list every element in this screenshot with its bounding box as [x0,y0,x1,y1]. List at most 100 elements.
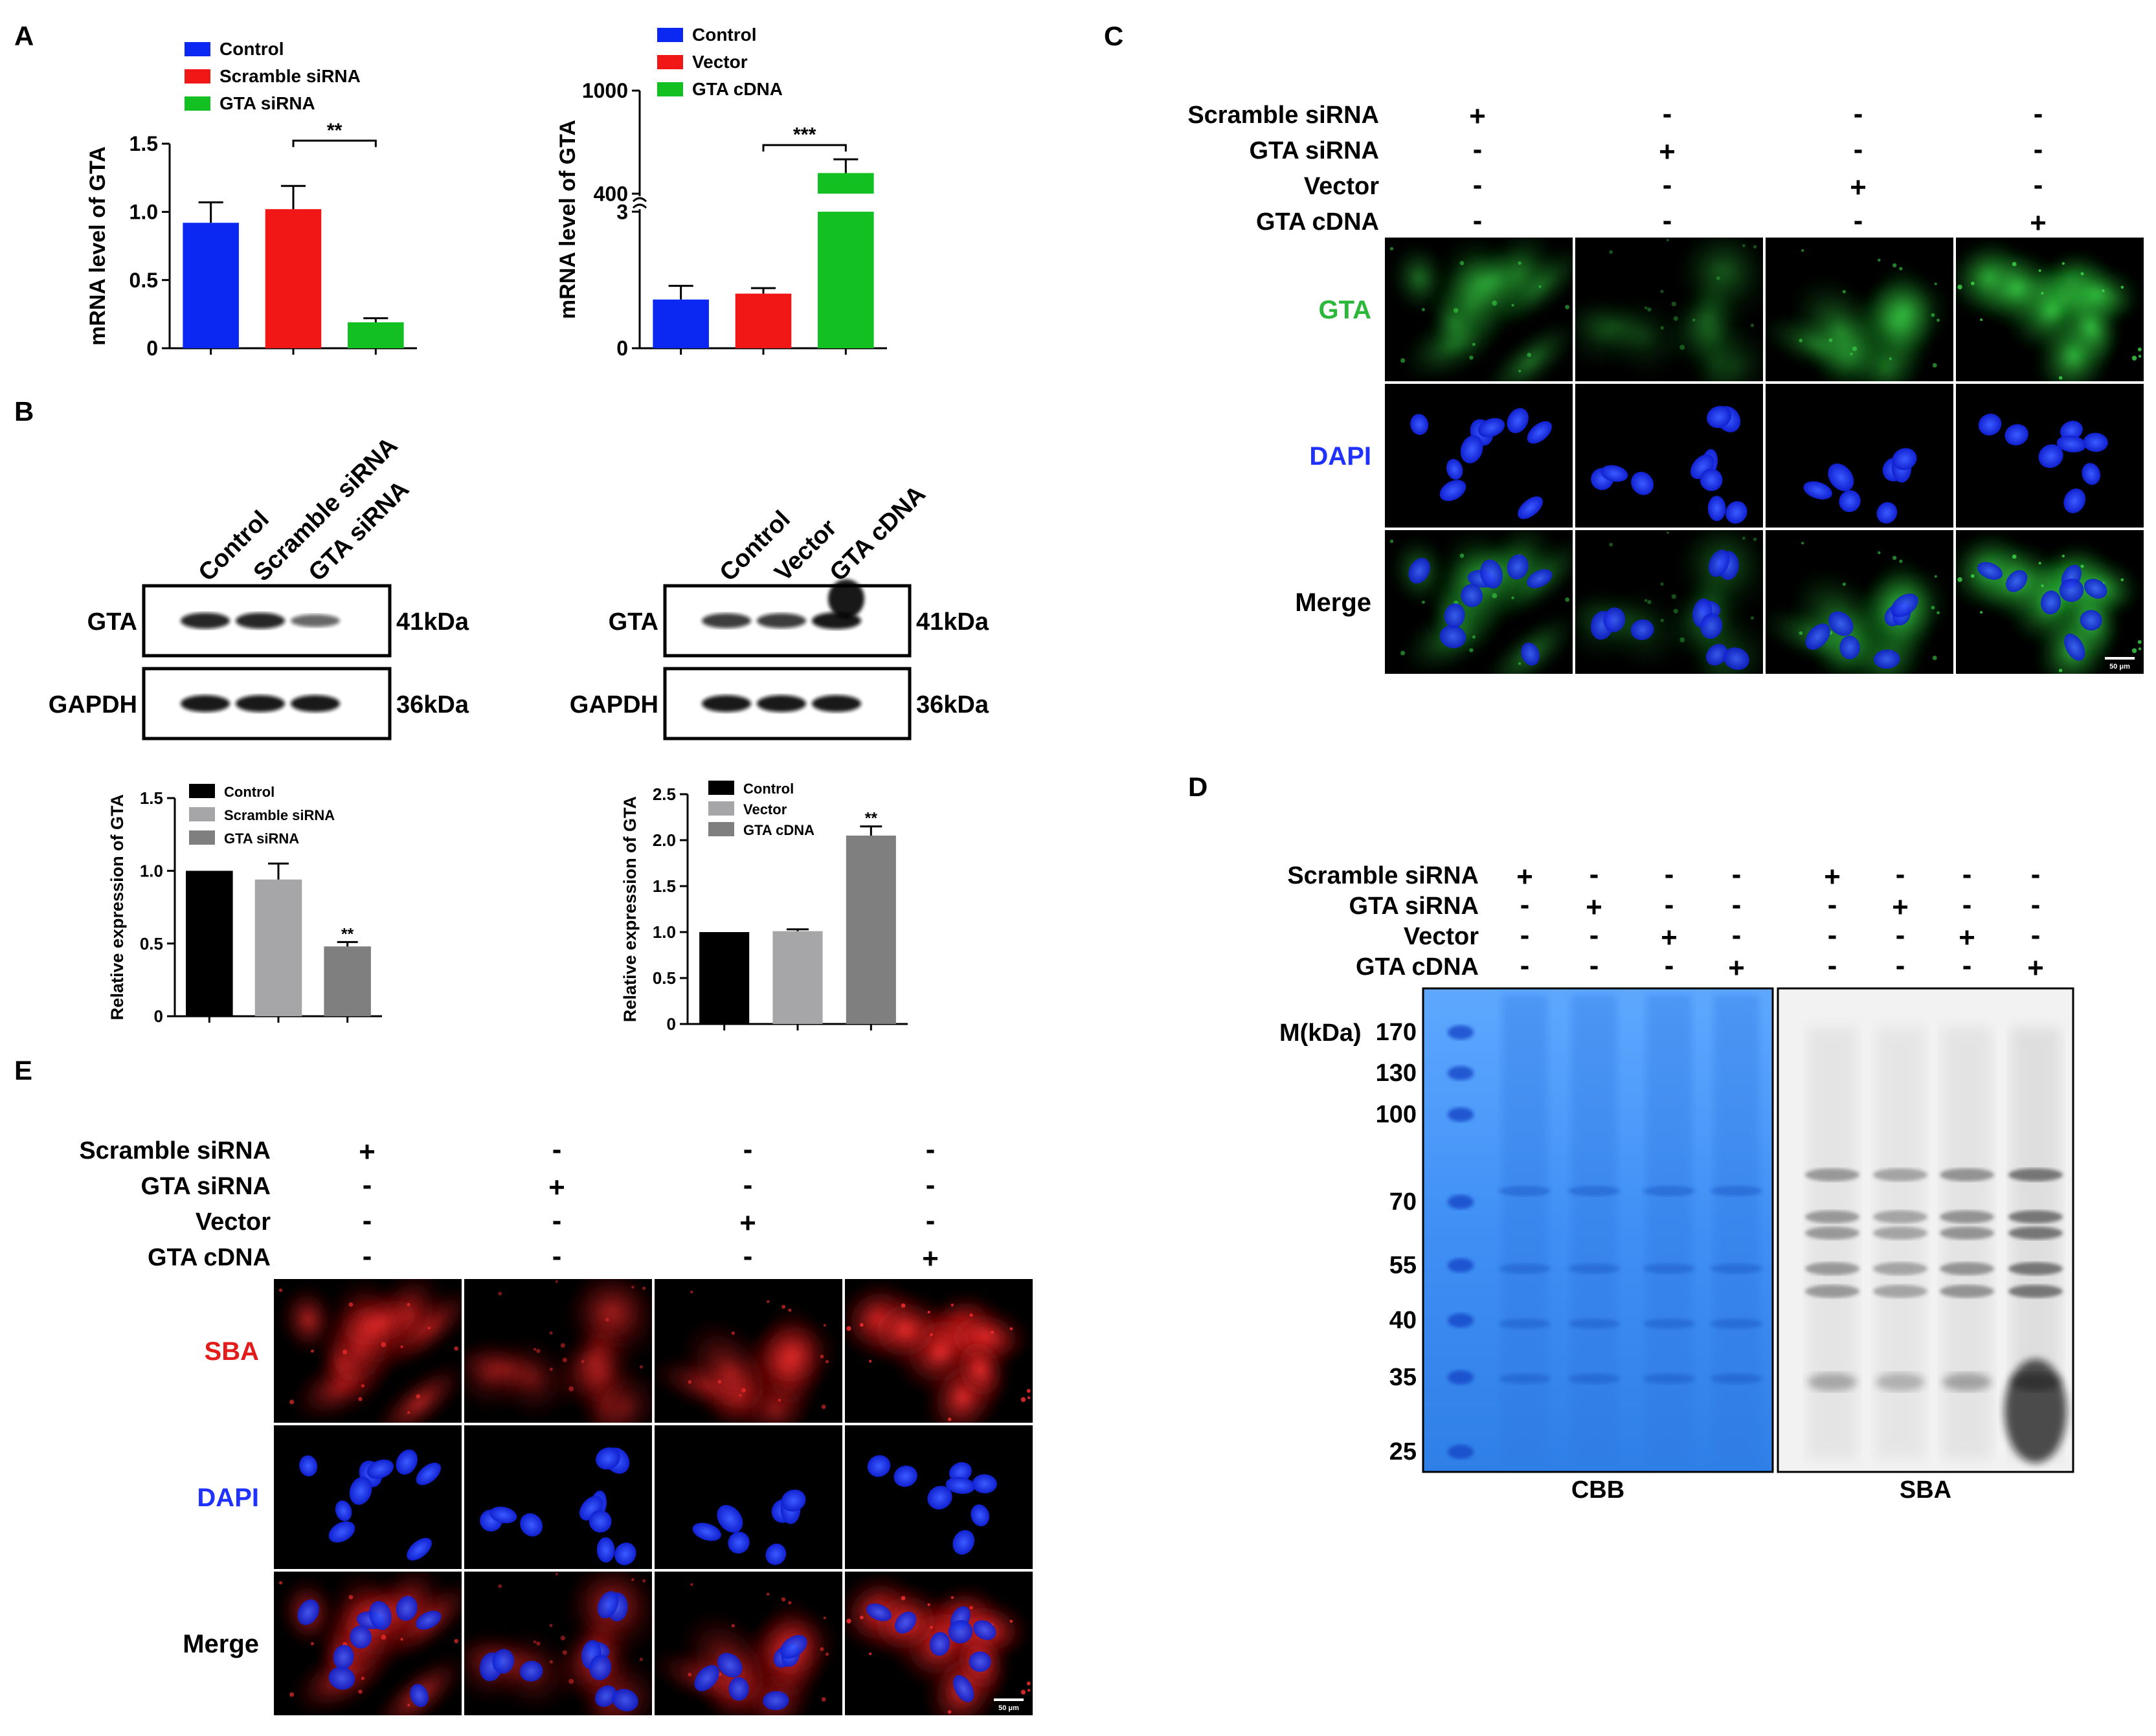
condition-sign: - [1732,889,1742,920]
speckle [1421,307,1425,311]
y-tick-label: 1.0 [140,861,163,880]
nucleus [2080,610,2102,631]
nucleus [717,1653,743,1678]
speckle [823,1324,826,1327]
sba-band [1940,1168,1994,1181]
speckle [991,1331,994,1334]
significance-bracket [762,144,847,152]
sba-lane-smear [1808,1027,1857,1459]
speckle [381,1634,387,1640]
blot-band [181,695,230,712]
condition-sign: - [743,1240,753,1272]
speckle [869,1359,872,1363]
marker-band [1448,1445,1474,1459]
condition-sign: - [1962,889,1972,920]
speckle [1937,318,1940,322]
speckle [549,1331,553,1335]
speckle [562,1650,567,1655]
micrograph-content [845,1279,1032,1423]
blot-row-label: GTA [609,608,658,636]
speckle [1609,542,1613,547]
condition-sign: + [1516,861,1533,893]
speckle [731,1331,735,1335]
cbb-band [1499,1319,1551,1329]
cytoplasm-signal [328,1289,433,1357]
y-tick-label: 3 [616,200,628,223]
panel-b-chart-overexpression: 0 0.5 1.0 1.5 2.0 2.5 Relative expression of G… [620,781,908,1034]
speckle [555,1572,558,1575]
speckle [2137,347,2142,351]
speckle [560,1636,566,1641]
sba-lane-smear [1942,1027,1992,1459]
speckle [1492,593,1498,599]
y-tick-label: 0.5 [140,934,163,953]
speckle [1716,276,1720,280]
nucleus [1446,459,1463,480]
speckle [1660,289,1664,293]
micrograph-content [1410,408,1552,519]
condition-sign: - [2034,169,2043,201]
marker-band [1448,1025,1474,1040]
sba-band [1873,1168,1927,1181]
nucleus [1708,550,1730,577]
nucleus [328,1521,355,1543]
nucleus [349,1476,372,1505]
micrograph-content [867,1455,997,1555]
condition-sign: - [1520,919,1530,951]
marker-band [1448,1195,1474,1209]
speckle [536,1348,541,1353]
condition-sign: - [743,1169,753,1201]
sba-band [2008,1168,2063,1181]
nucleus [1507,408,1529,434]
nucleus [416,1462,441,1486]
nucleus [597,1591,619,1619]
speckle [581,1360,585,1363]
condition-label: Vector [1304,173,1379,200]
nucleus [1479,559,1503,589]
speckle [1400,358,1406,363]
legend-label: Control [692,25,757,45]
speckle [1980,318,1983,322]
micrograph-content [299,1449,441,1561]
nucleus [780,1634,807,1659]
speckle [361,1676,365,1680]
panel-label-b: B [14,396,34,427]
speckle [950,1596,954,1599]
speckle [642,1579,646,1583]
speckle [741,1388,747,1393]
speckle [562,1357,567,1363]
cytoplasm-signal [1697,323,1763,381]
legend-swatch [189,807,215,821]
speckle [1538,285,1542,288]
speckle [549,1623,553,1627]
panel-label-e: E [14,1055,32,1085]
speckle [1842,290,1846,294]
speckle [846,1326,851,1331]
cbb-band [1499,1374,1551,1384]
speckle [498,1584,502,1588]
cytoplasm-signal [1972,249,2061,328]
condition-sign: + [359,1136,376,1168]
cytoplasm-signal [464,1342,557,1395]
speckle [1673,316,1678,321]
blot-band [812,695,861,712]
condition-label: Scramble siRNA [1187,102,1379,129]
speckle [427,1326,431,1330]
cbb-band [1711,1186,1762,1196]
speckle [1644,599,1648,602]
nucleus [945,1476,976,1494]
speckle [1799,339,1803,342]
micrograph-content [1803,448,1917,524]
speckle [1799,631,1803,635]
blot-band [291,614,340,627]
row-label: Merge [183,1630,259,1658]
speckle [2131,648,2137,654]
speckle [555,1280,558,1283]
nucleus [1828,611,1854,636]
cbb-band [1568,1263,1620,1274]
bar [324,946,371,1016]
speckle [1679,344,1685,350]
legend-swatch [657,82,683,96]
